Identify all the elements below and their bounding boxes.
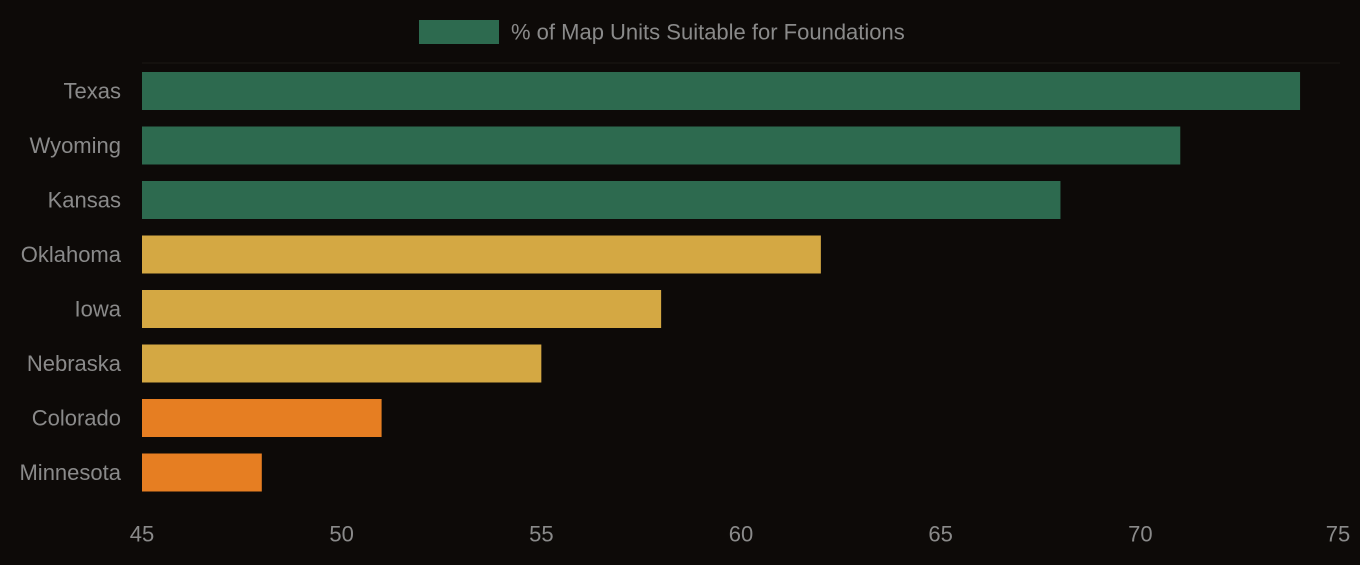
category-label-nebraska: Nebraska — [27, 351, 122, 376]
category-label-iowa: Iowa — [75, 297, 122, 322]
category-label-oklahoma: Oklahoma — [21, 242, 122, 267]
bar-colorado — [142, 399, 382, 437]
category-label-colorado: Colorado — [32, 406, 121, 431]
bar-minnesota — [142, 453, 262, 492]
bar-nebraska — [142, 344, 542, 383]
x-tick-label: 75 — [1326, 522, 1350, 547]
bar-texas — [142, 72, 1301, 110]
bar-kansas — [142, 181, 1061, 219]
bars — [142, 72, 1301, 492]
bar-iowa — [142, 290, 662, 328]
bar-wyoming — [142, 126, 1181, 165]
legend-label: % of Map Units Suitable for Foundations — [511, 20, 905, 45]
x-tick-label: 60 — [729, 522, 753, 547]
x-tick-label: 50 — [329, 522, 353, 547]
category-labels: Texas Wyoming Kansas Oklahoma Iowa Nebraska Co… — [19, 79, 121, 486]
x-axis-tick-labels: 45 50 55 60 65 70 75 — [130, 522, 1350, 547]
category-label-kansas: Kansas — [48, 188, 121, 213]
x-tick-label: 55 — [529, 522, 553, 547]
x-tick-label: 70 — [1128, 522, 1152, 547]
category-label-texas: Texas — [64, 79, 121, 104]
legend-swatch — [419, 20, 499, 44]
category-label-wyoming: Wyoming — [30, 133, 122, 158]
category-label-minnesota: Minnesota — [19, 460, 121, 485]
bar-oklahoma — [142, 235, 821, 274]
x-tick-label: 45 — [130, 522, 154, 547]
legend: % of Map Units Suitable for Foundations — [419, 20, 905, 45]
x-tick-label: 65 — [928, 522, 952, 547]
